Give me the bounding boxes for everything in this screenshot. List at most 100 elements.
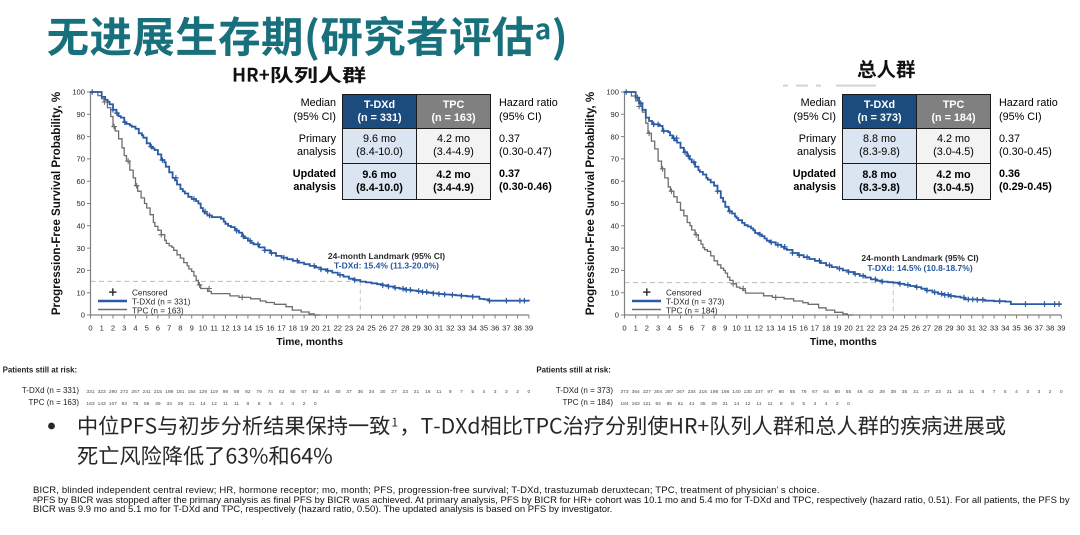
svg-text:1: 1: [634, 324, 638, 333]
svg-text:40: 40: [335, 389, 341, 395]
svg-text:140: 140: [732, 389, 740, 395]
svg-text:60: 60: [611, 177, 619, 186]
svg-text:29: 29: [711, 401, 717, 407]
svg-text:42: 42: [868, 389, 874, 395]
svg-text:2: 2: [516, 389, 519, 395]
svg-text:21: 21: [414, 389, 420, 395]
svg-text:27: 27: [390, 324, 398, 333]
svg-text:7: 7: [701, 324, 705, 333]
svg-text:12: 12: [755, 324, 763, 333]
svg-text:11: 11: [969, 389, 974, 395]
svg-text:50: 50: [77, 199, 85, 208]
svg-text:60: 60: [77, 177, 85, 186]
svg-text:83: 83: [121, 401, 127, 407]
svg-text:10: 10: [199, 324, 207, 333]
svg-text:119: 119: [210, 389, 218, 395]
svg-text:90: 90: [779, 389, 785, 395]
svg-text:0: 0: [615, 311, 619, 320]
svg-text:7: 7: [167, 324, 171, 333]
svg-text:53: 53: [313, 389, 319, 395]
svg-text:15: 15: [788, 324, 796, 333]
svg-text:97: 97: [767, 389, 773, 395]
svg-text:11: 11: [436, 389, 441, 395]
svg-text:30: 30: [380, 389, 386, 395]
svg-text:14: 14: [200, 401, 206, 407]
svg-text:41: 41: [689, 401, 695, 407]
svg-text:9: 9: [723, 324, 727, 333]
svg-text:TPC (n = 163): TPC (n = 163): [29, 398, 80, 407]
svg-text:63: 63: [279, 389, 285, 395]
svg-text:36: 36: [1023, 324, 1031, 333]
svg-text:29: 29: [412, 324, 420, 333]
svg-text:T-DXd (n = 373): T-DXd (n = 373): [666, 298, 725, 307]
svg-text:3: 3: [494, 389, 497, 395]
svg-text:27: 27: [924, 389, 930, 395]
svg-text:11: 11: [223, 401, 228, 407]
svg-text:3: 3: [1038, 389, 1041, 395]
svg-text:2: 2: [836, 401, 839, 407]
svg-text:39: 39: [155, 401, 161, 407]
svg-text:18: 18: [822, 324, 830, 333]
svg-text:1: 1: [100, 324, 104, 333]
svg-text:57: 57: [301, 389, 307, 395]
svg-text:55: 55: [846, 389, 852, 395]
svg-text:Progression-Free Survival Prob: Progression-Free Survival Probability, %: [50, 92, 63, 315]
svg-text:79: 79: [801, 389, 807, 395]
svg-text:5: 5: [145, 324, 149, 333]
svg-text:82: 82: [245, 389, 251, 395]
svg-text:323: 323: [98, 389, 106, 395]
svg-text:Censored: Censored: [132, 288, 168, 297]
svg-text:Time, months: Time, months: [810, 337, 877, 348]
svg-text:331: 331: [86, 389, 94, 395]
svg-text:30: 30: [77, 244, 85, 253]
svg-text:129: 129: [199, 389, 207, 395]
svg-text:34: 34: [1001, 324, 1009, 333]
svg-text:T-DXd (n = 331): T-DXd (n = 331): [132, 298, 191, 307]
svg-text:9: 9: [190, 324, 194, 333]
svg-text:25: 25: [900, 324, 908, 333]
svg-text:80: 80: [611, 132, 619, 141]
svg-text:46: 46: [857, 389, 863, 395]
svg-text:24-month Landmark (95% CI): 24-month Landmark (95% CI): [861, 253, 978, 263]
svg-text:2: 2: [645, 324, 649, 333]
svg-text:24: 24: [356, 324, 364, 333]
svg-text:4: 4: [814, 401, 817, 407]
svg-text:9: 9: [982, 389, 985, 395]
svg-text:T-DXd: 14.5% (10.8-18.7%): T-DXd: 14.5% (10.8-18.7%): [867, 263, 973, 273]
svg-text:18: 18: [289, 324, 297, 333]
svg-text:16: 16: [266, 324, 274, 333]
svg-text:364: 364: [632, 389, 640, 395]
svg-text:37: 37: [346, 389, 352, 395]
svg-text:9: 9: [449, 389, 452, 395]
svg-text:35: 35: [700, 401, 706, 407]
svg-text:107: 107: [109, 401, 117, 407]
svg-text:5: 5: [678, 324, 682, 333]
svg-text:12: 12: [221, 324, 229, 333]
svg-text:3: 3: [656, 324, 660, 333]
svg-text:31: 31: [913, 389, 919, 395]
svg-text:11: 11: [234, 401, 239, 407]
svg-text:181: 181: [176, 389, 184, 395]
svg-text:13: 13: [766, 324, 774, 333]
svg-text:21: 21: [947, 389, 953, 395]
svg-text:74: 74: [268, 389, 274, 395]
svg-text:2: 2: [1049, 389, 1052, 395]
svg-text:20: 20: [311, 324, 319, 333]
svg-text:30: 30: [611, 244, 619, 253]
svg-text:130: 130: [744, 389, 752, 395]
svg-text:0: 0: [314, 401, 317, 407]
svg-text:TPC (n = 163): TPC (n = 163): [132, 306, 184, 315]
svg-text:39: 39: [1057, 324, 1065, 333]
svg-text:78: 78: [133, 401, 139, 407]
svg-text:304: 304: [654, 389, 662, 395]
svg-text:26: 26: [378, 324, 386, 333]
svg-text:17: 17: [277, 324, 285, 333]
svg-text:198: 198: [710, 389, 718, 395]
svg-text:10: 10: [77, 288, 85, 297]
svg-text:4: 4: [280, 401, 283, 407]
svg-text:8: 8: [258, 401, 261, 407]
svg-text:27: 27: [923, 324, 931, 333]
svg-text:6: 6: [690, 324, 694, 333]
svg-text:Patients still at risk:: Patients still at risk:: [536, 365, 611, 374]
svg-text:36: 36: [491, 324, 499, 333]
